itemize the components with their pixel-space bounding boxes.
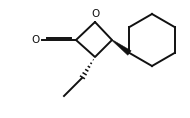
Text: O: O xyxy=(91,9,99,19)
Text: O: O xyxy=(32,35,40,45)
Polygon shape xyxy=(112,40,131,55)
